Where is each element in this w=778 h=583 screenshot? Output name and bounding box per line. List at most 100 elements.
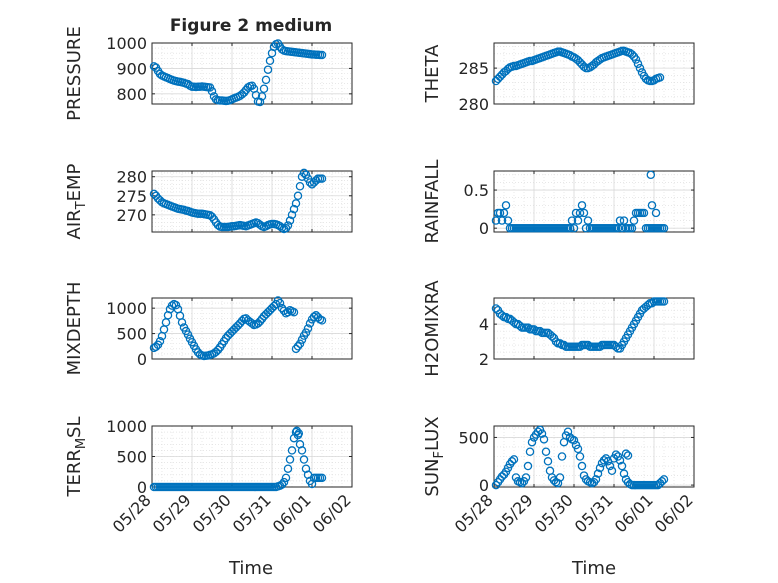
panel-terr-msl: 0 500 1000 TERRMSL 05/2805/2905/3005/3106/01… <box>64 416 355 536</box>
figure-title: Figure 2 medium <box>170 16 332 36</box>
x-tick-label: 06/02 <box>309 490 355 536</box>
data-point <box>265 305 275 315</box>
data-point <box>297 335 307 344</box>
data-point <box>623 451 633 460</box>
data-point <box>621 449 631 458</box>
data-point <box>283 221 293 230</box>
data-point <box>633 59 643 69</box>
data-point <box>295 339 305 348</box>
data-point <box>646 170 656 180</box>
data-point <box>593 469 603 478</box>
data-point <box>605 461 615 471</box>
data-point <box>619 216 629 225</box>
data-point <box>543 457 553 466</box>
data-point <box>583 216 593 225</box>
y-axis-label: TERRMSL <box>64 416 89 497</box>
panel-rainfall: 0 0.5 RAINFALL <box>422 160 695 243</box>
x-tick-label: 06/01 <box>269 490 315 536</box>
data-point <box>635 63 645 73</box>
data-point <box>317 50 327 60</box>
data-point <box>299 455 309 464</box>
data-point <box>651 208 661 218</box>
y-axis-label-sub: T <box>74 201 89 210</box>
data-point <box>291 344 301 354</box>
data-point <box>285 216 295 225</box>
data-point <box>611 342 621 352</box>
data-point <box>213 345 223 355</box>
data-point <box>317 473 327 483</box>
y-axis-label: SUNFLUX <box>422 416 447 496</box>
y-tick-label: 1000 <box>106 34 147 53</box>
x-tick-label: 05/29 <box>149 490 195 536</box>
data-point <box>229 325 239 334</box>
data-point <box>151 342 161 352</box>
data-point <box>287 446 297 455</box>
data-point <box>629 216 639 225</box>
data-point <box>292 426 302 436</box>
data-point <box>287 210 297 220</box>
data-point <box>525 447 535 456</box>
y-tick-label: 285 <box>458 59 489 78</box>
data-point <box>171 300 181 310</box>
data-point <box>239 88 249 97</box>
data-point <box>639 208 649 218</box>
data-point <box>615 216 625 225</box>
data-point <box>571 208 581 218</box>
data-point <box>535 326 545 336</box>
data-point <box>301 328 311 337</box>
x-tick-label: 06/01 <box>611 490 657 536</box>
data-point <box>257 92 267 101</box>
y-tick-label: 0 <box>479 219 489 238</box>
data-point <box>559 340 569 350</box>
data-point <box>149 189 159 199</box>
data-point <box>583 340 593 350</box>
data-point <box>259 84 269 94</box>
data-point <box>575 208 585 218</box>
data-point <box>599 456 609 465</box>
data-point <box>573 444 583 454</box>
data-point <box>293 191 303 201</box>
data-point <box>615 456 625 465</box>
data-point <box>317 174 327 183</box>
data-point <box>627 223 637 233</box>
data-point <box>243 83 253 92</box>
data-point <box>517 478 527 488</box>
x-tick-label: 05/31 <box>229 490 275 536</box>
x-axis-label-right: Time <box>571 558 616 579</box>
data-point <box>591 475 601 484</box>
data-point <box>521 473 531 482</box>
panel-pressure: 800 900 1000 PRESSURE <box>64 26 353 121</box>
data-point <box>507 457 517 466</box>
data-point <box>497 216 507 225</box>
data-point <box>261 310 271 319</box>
data-point <box>553 478 563 488</box>
data-point <box>647 298 657 308</box>
x-tick-label: 05/30 <box>189 490 235 536</box>
y-axis-label-sub: F <box>432 451 447 458</box>
panel-sun-flux: 0500SUNFLUX05/2805/2905/3005/3106/0106/0… <box>422 416 697 536</box>
data-point <box>285 455 295 464</box>
data-point <box>527 437 537 447</box>
data-point <box>493 74 503 84</box>
data-point <box>283 307 293 317</box>
data-point <box>289 307 299 317</box>
data-point <box>659 475 669 484</box>
y-tick-label: 270 <box>116 206 147 225</box>
y-tick-label: 500 <box>116 448 147 467</box>
data-point <box>255 97 265 107</box>
data-point <box>577 201 587 210</box>
data-point <box>547 332 557 341</box>
y-tick-label: 1000 <box>106 299 147 318</box>
data-point <box>569 436 579 445</box>
data-point <box>499 208 509 218</box>
data-point <box>159 325 169 334</box>
data-point <box>515 321 525 331</box>
data-point <box>207 87 217 96</box>
data-point <box>281 473 291 483</box>
data-point <box>311 311 321 320</box>
data-point <box>277 303 287 313</box>
data-point <box>291 199 301 208</box>
data-point <box>509 455 519 464</box>
x-tick-label: 05/29 <box>491 490 537 536</box>
